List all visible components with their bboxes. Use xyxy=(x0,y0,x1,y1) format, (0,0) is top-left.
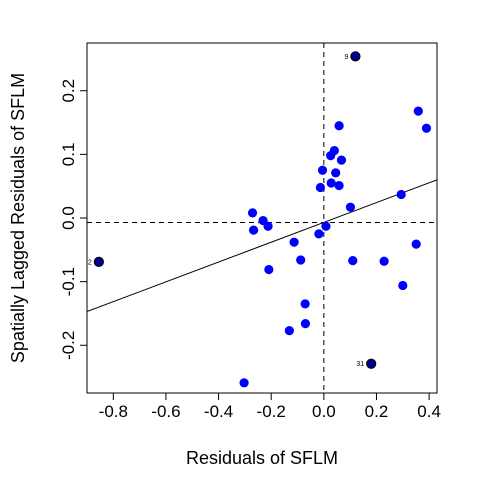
data-point xyxy=(284,326,294,336)
data-point xyxy=(263,221,273,231)
influential-point xyxy=(350,51,361,62)
influential-point-label: 9 xyxy=(345,54,349,61)
influential-point-label: 12 xyxy=(84,259,92,266)
y-tick-label: -0.2 xyxy=(59,331,78,360)
data-point xyxy=(321,221,331,231)
data-point xyxy=(289,237,299,247)
x-tick-label: 0.2 xyxy=(365,402,389,421)
influential-point xyxy=(366,358,377,369)
data-point xyxy=(264,264,274,275)
data-point xyxy=(334,121,344,131)
y-tick-label: -0.1 xyxy=(59,267,78,296)
data-point xyxy=(314,229,324,239)
data-point xyxy=(411,239,421,249)
x-tick-label: -0.4 xyxy=(204,402,233,421)
data-point xyxy=(315,182,326,193)
data-point xyxy=(329,145,339,156)
x-tick-label: 0.4 xyxy=(417,402,441,421)
data-point xyxy=(334,180,344,191)
data-point xyxy=(421,123,432,133)
plot-frame xyxy=(86,42,438,394)
x-tick-label: -0.2 xyxy=(257,402,286,421)
data-point xyxy=(300,299,310,309)
data-point xyxy=(317,165,328,175)
data-point xyxy=(300,319,311,329)
regression-line xyxy=(87,179,437,313)
data-point xyxy=(248,225,259,235)
y-axis-label: Spatially Lagged Residuals of SFLM xyxy=(8,73,28,363)
x-tick-label: -0.8 xyxy=(99,402,128,421)
data-point xyxy=(331,168,341,178)
influential-point xyxy=(93,256,104,268)
data-point xyxy=(398,280,408,291)
axes: -0.8 -0.6 -0.4 -0.2 0.0 0.2 0.4 -0.2 -0.1 0.0 0.1 0… xyxy=(59,79,441,421)
data-point xyxy=(239,378,249,388)
data-point xyxy=(379,256,389,266)
data-point xyxy=(396,189,406,200)
y-tick-label: 0.1 xyxy=(59,143,78,167)
data-point xyxy=(247,208,258,218)
x-tick-label: -0.6 xyxy=(151,402,180,421)
x-axis-label: Residuals of SFLM xyxy=(186,448,338,468)
data-point xyxy=(336,155,347,165)
y-tick-label: 0.2 xyxy=(59,79,78,103)
data-point xyxy=(348,256,358,266)
data-point xyxy=(296,255,306,265)
data-point xyxy=(326,178,336,188)
influential-point-label: 31 xyxy=(356,361,364,368)
data-point xyxy=(413,106,423,116)
x-tick-label: 0.0 xyxy=(312,402,336,421)
data-point xyxy=(345,202,356,212)
plot-area: 9 31 12 xyxy=(84,43,437,393)
y-tick-label: 0.0 xyxy=(59,206,78,230)
